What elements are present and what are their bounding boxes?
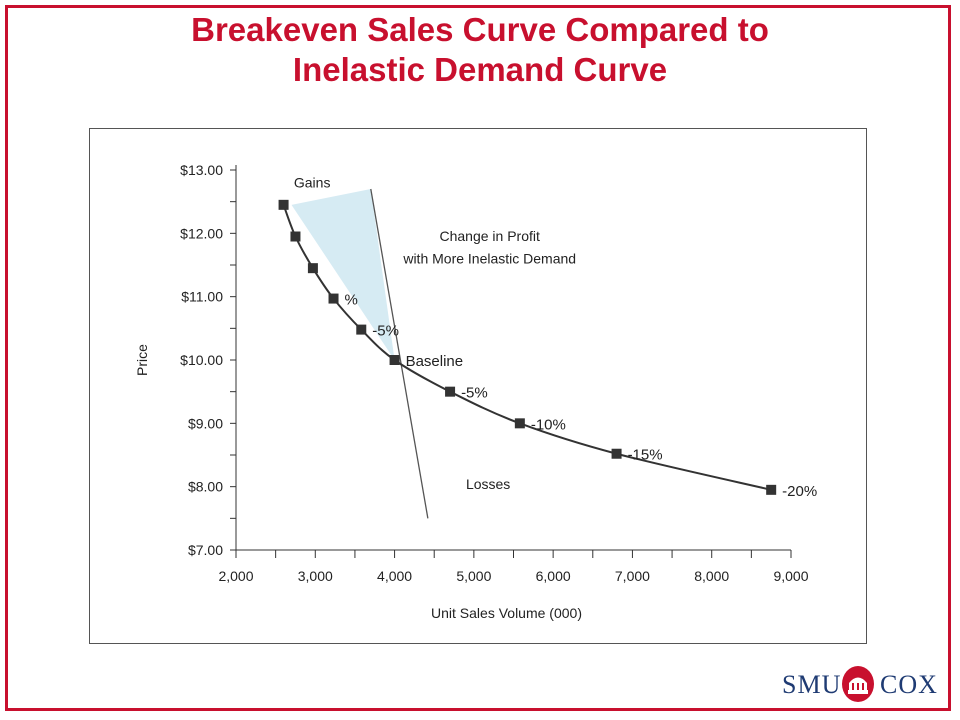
y-tick-label: $13.00 bbox=[180, 162, 223, 178]
slide-title: Breakeven Sales Curve Compared to Inelas… bbox=[0, 10, 960, 90]
x-tick-label: 6,000 bbox=[536, 568, 571, 584]
x-tick-label: 2,000 bbox=[218, 568, 253, 584]
slide-title-line1: Breakeven Sales Curve Compared to bbox=[191, 11, 769, 48]
x-tick-label: 3,000 bbox=[298, 568, 333, 584]
curve-point-marker bbox=[611, 448, 622, 459]
chart-frame: $7.00 $8.00 $9.00 $10.00 $11.00 $12.00 $13.00 2… bbox=[89, 128, 867, 644]
curve-point-label: % bbox=[345, 292, 358, 309]
y-axis-label: Price bbox=[134, 344, 150, 376]
gain-region bbox=[291, 189, 395, 360]
curve-point-marker bbox=[389, 355, 400, 365]
y-tick-label: $7.00 bbox=[188, 542, 223, 558]
x-tick-label: 7,000 bbox=[615, 568, 650, 584]
curve-point-marker bbox=[328, 293, 339, 304]
curve-point-label: -20% bbox=[782, 483, 817, 500]
curve-point-label: -10% bbox=[531, 416, 566, 433]
chart-annotation: Change in Profit bbox=[440, 228, 541, 244]
chart-annotation: Losses bbox=[466, 476, 510, 492]
x-tick-label: 4,000 bbox=[377, 568, 412, 584]
y-tick-label: $8.00 bbox=[188, 479, 223, 495]
slide-border bbox=[5, 5, 951, 711]
logo-left-text: SMU bbox=[782, 670, 842, 699]
smu-cox-logo: SMU COX bbox=[778, 662, 937, 708]
y-tick-label: $11.00 bbox=[181, 289, 223, 305]
inelastic-demand-line bbox=[370, 188, 429, 519]
chart-annotation: Gains bbox=[294, 175, 331, 191]
curve-point-marker bbox=[514, 418, 525, 429]
curve-point-label: Baseline bbox=[406, 353, 464, 370]
x-tick-label: 9,000 bbox=[773, 568, 808, 584]
y-tick-label: $9.00 bbox=[188, 415, 223, 431]
chart-annotation: with More Inelastic Demand bbox=[402, 251, 576, 267]
x-axis-label: Unit Sales Volume (000) bbox=[431, 605, 582, 621]
x-tick-label: 8,000 bbox=[694, 568, 729, 584]
x-tick-label: 5,000 bbox=[456, 568, 491, 584]
curve-point-marker bbox=[290, 231, 301, 242]
curve-point-marker bbox=[766, 484, 777, 495]
curve-point-marker bbox=[356, 324, 367, 335]
y-tick-label: $10.00 bbox=[180, 352, 223, 368]
logo-right-text: COX bbox=[880, 670, 938, 699]
curve-point-marker bbox=[445, 386, 456, 397]
slide-title-line2: Inelastic Demand Curve bbox=[292, 51, 668, 88]
curve-point-marker bbox=[307, 263, 318, 274]
curve-point-marker bbox=[278, 199, 289, 210]
dome-seal-icon bbox=[842, 666, 874, 702]
y-tick-label: $12.00 bbox=[180, 225, 223, 241]
curve-point-label: -15% bbox=[628, 447, 663, 464]
curve-point-label: -5% bbox=[372, 323, 399, 340]
breakeven-chart: $7.00 $8.00 $9.00 $10.00 $11.00 $12.00 $13.00 2… bbox=[134, 162, 817, 621]
curve-point-label: -5% bbox=[461, 385, 488, 402]
